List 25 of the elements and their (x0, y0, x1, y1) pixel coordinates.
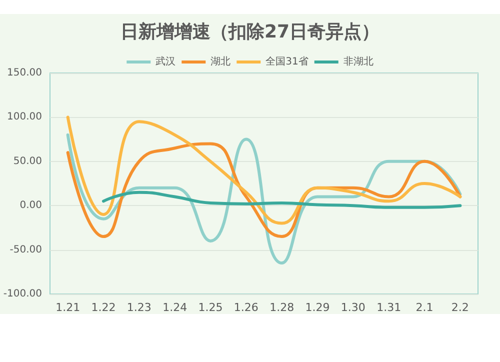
x-tick-label: 1.26 (234, 301, 258, 314)
x-tick-label: 1.28 (270, 301, 294, 314)
line-series (102, 190, 462, 209)
x-tick-label: 1.29 (305, 301, 330, 314)
legend-label: 湖北 (210, 56, 231, 68)
x-tick-label: 1.21 (56, 301, 80, 314)
y-tick-label: 150.00 (7, 68, 42, 78)
y-tick-label: -50.00 (10, 244, 42, 256)
chart-title: 日新增增速（扣除27日奇异点） (120, 22, 380, 42)
x-tick-label: 1.23 (126, 301, 152, 314)
y-tick-label: 50.00 (13, 156, 42, 167)
legend-label: 武汉 (156, 56, 176, 68)
x-tick-label: 1.30 (340, 301, 366, 314)
x-tick-label: 2.1 (416, 301, 434, 314)
y-tick-label: 0.00 (20, 200, 42, 212)
x-tick-label: 2.2 (451, 301, 469, 314)
x-tick-label: 1.25 (198, 301, 223, 314)
line-series (66, 116, 462, 225)
y-tick-label: 100.00 (7, 112, 42, 123)
x-tick-label: 1.24 (162, 301, 188, 314)
x-tick-label: 1.31 (376, 301, 402, 314)
legend-label: 全国31省 (266, 56, 308, 68)
x-tick-label: 1.22 (91, 301, 116, 314)
legend-label: 非湖北 (343, 56, 374, 68)
y-tick-label: -100.00 (3, 288, 42, 300)
